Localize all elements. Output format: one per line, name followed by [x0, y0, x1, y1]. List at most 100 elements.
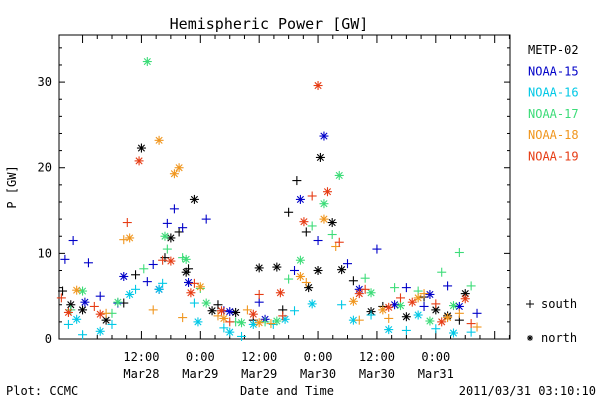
data-point-south — [242, 305, 252, 315]
y-tick-label: 10 — [38, 246, 52, 260]
data-point-south — [237, 331, 247, 341]
star-stroke — [137, 144, 146, 152]
data-point-north — [313, 265, 323, 275]
data-point-north — [154, 284, 164, 294]
star-stroke — [323, 188, 332, 196]
star-stroke — [73, 315, 81, 323]
data-points — [56, 57, 482, 341]
data-point-north — [322, 187, 332, 197]
data-point-north — [448, 328, 458, 338]
data-point-south — [301, 277, 311, 287]
data-point-north — [437, 317, 447, 327]
data-point-south — [95, 291, 105, 301]
data-point-south — [301, 227, 311, 237]
star-stroke — [237, 319, 246, 327]
data-point-south — [454, 308, 464, 318]
data-point-south — [56, 293, 66, 303]
data-point-north — [174, 163, 184, 173]
star-stroke — [226, 308, 234, 316]
data-point-north — [448, 301, 458, 311]
data-point-south — [360, 284, 370, 294]
y-tick-label: 0 — [45, 332, 52, 346]
data-point-south — [307, 191, 317, 201]
data-point-north — [254, 318, 264, 328]
data-point-north — [319, 214, 329, 224]
star-stroke — [120, 272, 128, 281]
data-point-south — [169, 204, 179, 214]
x-tick-label-date: Mar29 — [182, 367, 218, 381]
star-stroke — [78, 287, 87, 295]
data-point-north — [313, 81, 323, 91]
y-axis: 0 10 20 30 — [38, 47, 510, 346]
star-stroke — [320, 215, 328, 223]
data-point-north — [354, 289, 364, 299]
data-point-south — [266, 319, 276, 329]
star-stroke — [226, 328, 234, 336]
data-point-south — [384, 313, 394, 323]
data-point-south — [437, 267, 447, 277]
star-stroke — [232, 308, 240, 317]
x-tick-label-date: Mar28 — [123, 367, 159, 381]
star-stroke — [461, 295, 469, 303]
data-point-north — [225, 327, 235, 337]
data-point-north — [78, 305, 88, 315]
data-point-south — [395, 293, 405, 303]
data-point-south — [158, 278, 168, 288]
data-point-north — [295, 194, 305, 204]
star-stroke — [449, 302, 458, 310]
data-point-south — [337, 300, 347, 310]
data-point-north — [181, 267, 191, 277]
star-stroke — [296, 272, 304, 281]
data-point-south — [162, 244, 172, 254]
star-stroke — [208, 307, 216, 315]
data-point-north — [169, 169, 179, 179]
data-point-south — [148, 259, 158, 269]
data-point-south — [254, 289, 264, 299]
data-point-south — [189, 278, 199, 288]
star-stroke — [314, 81, 322, 90]
star-stroke — [126, 290, 134, 299]
star-stroke — [432, 306, 440, 314]
star-stroke — [81, 298, 89, 306]
star-stroke — [126, 234, 134, 242]
star-stroke — [402, 313, 410, 321]
data-point-south — [260, 317, 270, 327]
data-point-north — [95, 326, 105, 336]
star-stroke — [426, 317, 434, 325]
data-point-north — [407, 297, 417, 307]
data-point-north — [401, 312, 411, 322]
star-stroke — [281, 315, 289, 323]
star-stroke — [67, 301, 75, 309]
data-point-south — [131, 270, 141, 280]
data-point-north — [72, 285, 82, 295]
data-point-north — [189, 194, 199, 204]
data-point-south — [213, 300, 223, 310]
star-stroke — [73, 286, 81, 294]
data-point-south — [83, 258, 93, 268]
data-point-south — [201, 214, 211, 224]
marker-legend-label: north — [541, 331, 577, 345]
star-stroke — [335, 171, 343, 180]
star-stroke — [249, 310, 257, 318]
data-point-south — [419, 289, 429, 299]
star-stroke — [78, 306, 87, 314]
data-point-north — [80, 297, 90, 307]
data-point-north — [142, 57, 152, 67]
data-point-north — [319, 199, 329, 209]
data-point-north — [95, 309, 105, 319]
star-stroke — [190, 195, 199, 204]
x-tick-label-time: 0:00 — [421, 350, 450, 364]
data-point-south — [327, 230, 337, 240]
x-tick-label-date: Mar31 — [418, 367, 454, 381]
star-stroke — [455, 302, 463, 311]
data-point-south — [284, 207, 294, 217]
data-point-south — [284, 274, 294, 284]
data-point-south — [254, 297, 264, 307]
data-point-south — [472, 322, 482, 332]
data-point-south — [131, 284, 141, 294]
data-point-south — [307, 221, 317, 231]
data-point-north — [134, 156, 144, 166]
marker-legend-item: north — [527, 331, 577, 345]
data-point-south — [360, 273, 370, 283]
x-tick-label-time: 0:00 — [304, 350, 333, 364]
